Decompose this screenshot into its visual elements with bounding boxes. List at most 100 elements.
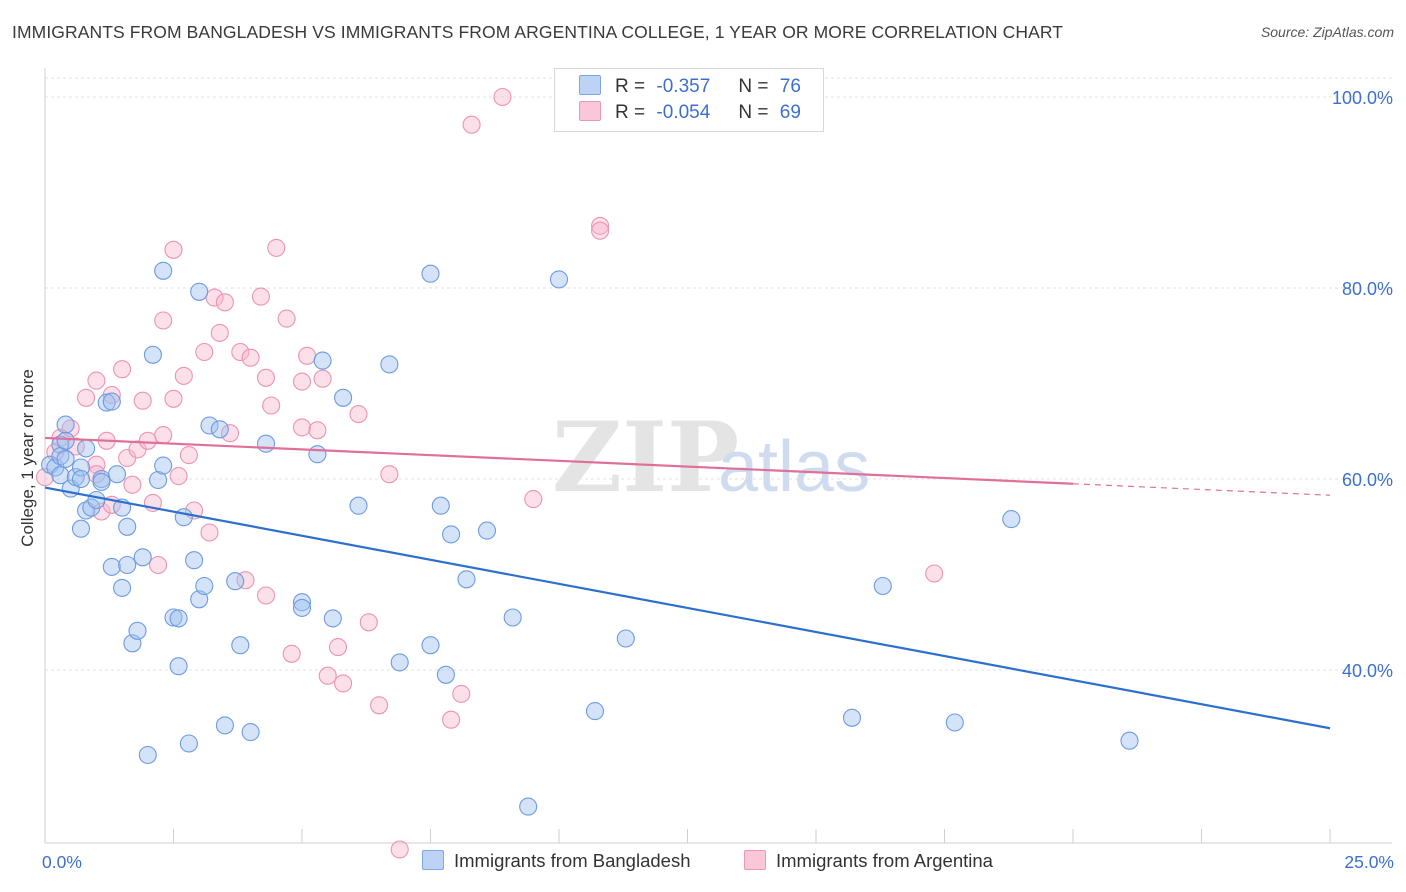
bangladesh-point: [585, 702, 605, 721]
argentina-point: [282, 644, 301, 663]
bangladesh-point: [51, 466, 70, 485]
y-tick-label: 80.0%: [1342, 279, 1393, 299]
watermark-zip: ZIP: [552, 401, 739, 514]
bangladesh-point: [154, 261, 173, 280]
argentina-point: [123, 475, 142, 494]
bangladesh-point: [431, 496, 450, 515]
legend-row-argentina: R = -0.054 N = 69: [579, 101, 801, 127]
argentina-point: [318, 666, 337, 685]
argentina-point: [210, 323, 229, 342]
bangladesh-point: [241, 723, 260, 742]
argentina-point: [174, 366, 193, 385]
legend-r-label: R =: [615, 76, 646, 97]
bangladesh-point: [1002, 510, 1021, 529]
bangladesh-point: [873, 576, 892, 596]
argentina-point: [493, 87, 512, 107]
bangladesh-point: [442, 525, 461, 544]
legend-swatch-bangladesh: [579, 75, 601, 95]
bottom-legend-label-argentina: Immigrants from Argentina: [776, 850, 993, 871]
bottom-legend-swatch-bangladesh: [422, 850, 444, 870]
bottom-legend-argentina: Immigrants from Argentina: [744, 850, 993, 872]
argentina-point: [179, 446, 198, 465]
bangladesh-point: [102, 392, 121, 411]
argentina-point: [256, 586, 276, 605]
bottom-legend-label-bangladesh: Immigrants from Bangladesh: [454, 850, 691, 871]
y-tick-label: 60.0%: [1342, 470, 1393, 490]
argentina-point: [164, 240, 183, 259]
bottom-legend-bangladesh: Immigrants from Bangladesh: [422, 850, 691, 872]
legend-n-label: N =: [738, 102, 769, 123]
bangladesh-point: [457, 570, 476, 589]
argentina-point: [164, 389, 183, 408]
bangladesh-point: [226, 572, 245, 591]
argentina-points: [35, 87, 944, 859]
argentina-point: [215, 293, 234, 312]
argentina-point: [256, 368, 276, 387]
bangladesh-point: [190, 282, 209, 301]
bangladesh-point: [164, 608, 183, 627]
y-tick-label: 40.0%: [1342, 661, 1393, 681]
bangladesh-point: [195, 576, 214, 596]
argentina-point: [77, 388, 96, 407]
argentina-point: [267, 238, 286, 257]
bangladesh-point: [133, 548, 152, 567]
bangladesh-point: [169, 657, 188, 676]
chart-source: Source: ZipAtlas.com: [1260, 24, 1394, 40]
bangladesh-point: [308, 445, 327, 464]
bangladesh-points: [41, 261, 1139, 816]
argentina-point: [231, 342, 250, 362]
bangladesh-point: [87, 490, 106, 510]
bangladesh-point: [138, 745, 157, 765]
legend-swatch-argentina: [579, 101, 601, 121]
bangladesh-point: [215, 716, 234, 735]
bangladesh-point: [102, 557, 121, 576]
trend-lines: [44, 436, 1331, 730]
bangladesh-point: [56, 431, 75, 450]
argentina-point: [292, 418, 312, 437]
argentina-point: [113, 360, 132, 379]
argentina-point: [277, 309, 296, 328]
bangladesh-point: [118, 517, 137, 536]
x-tick-min: 0.0%: [42, 852, 82, 872]
correlation-legend: R = -0.357 N = 76 R = -0.054 N = 69: [554, 68, 824, 132]
bangladesh-point: [334, 388, 353, 407]
bangladesh-point: [256, 434, 276, 453]
y-tick-label: 100.0%: [1332, 88, 1393, 108]
bangladesh-point: [71, 519, 91, 538]
legend-n-value-bangladesh: 76: [779, 76, 801, 97]
bangladesh-point: [380, 355, 399, 374]
argentina-point: [390, 840, 409, 859]
argentina-point: [313, 369, 332, 388]
bangladesh-point: [56, 415, 75, 434]
argentina-point: [220, 424, 240, 443]
bangladesh-point: [128, 621, 147, 640]
bangladesh-point: [210, 420, 229, 439]
argentina-point: [462, 115, 481, 134]
argentina-trend-line: [44, 436, 1074, 485]
argentina-point: [149, 555, 168, 575]
bangladesh-point: [179, 734, 198, 753]
argentina-point: [334, 674, 353, 693]
bangladesh-point: [616, 629, 635, 648]
bangladesh-point: [118, 555, 137, 575]
argentina-point: [524, 490, 543, 509]
legend-r-value-argentina: -0.054: [656, 102, 711, 123]
bangladesh-point: [231, 636, 250, 655]
bangladesh-point: [519, 797, 538, 816]
legend-n-label: N =: [738, 76, 769, 97]
argentina-point: [328, 638, 348, 657]
argentina-point: [251, 287, 270, 306]
bangladesh-point: [77, 439, 96, 458]
bangladesh-point: [169, 609, 188, 628]
bangladesh-point: [149, 470, 168, 490]
argentina-point: [370, 696, 389, 715]
bangladesh-trend-line: [44, 486, 1331, 730]
bangladesh-point: [390, 653, 409, 672]
argentina-point: [87, 455, 106, 474]
bangladesh-point: [200, 416, 219, 435]
argentina-point: [169, 467, 188, 486]
bangladesh-point: [421, 636, 440, 655]
bottom-legend-swatch-argentina: [744, 850, 766, 870]
argentina-point: [298, 346, 317, 365]
